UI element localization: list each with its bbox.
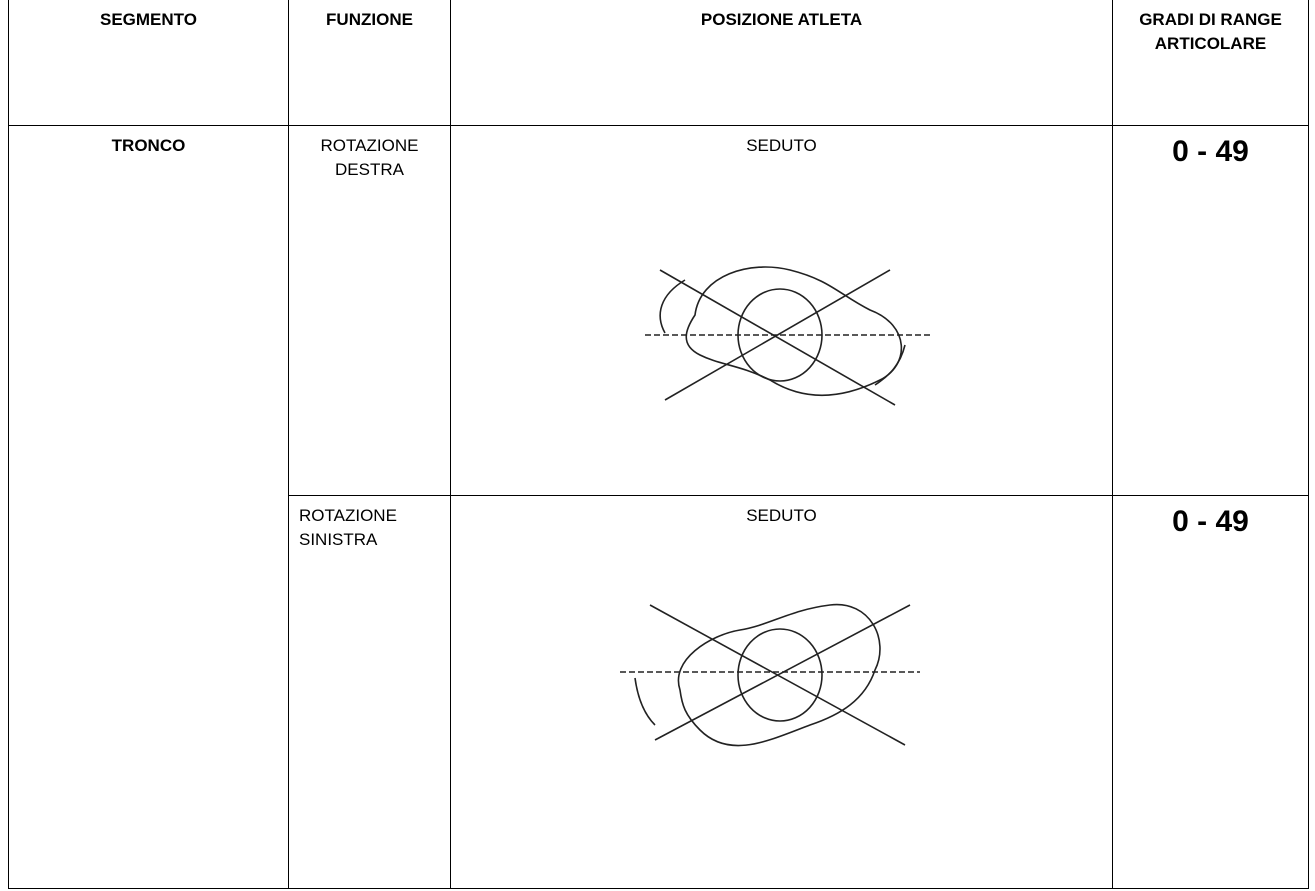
function-cell: ROTAZIONE DESTRA bbox=[288, 125, 451, 496]
trunk-rotation-illustration bbox=[645, 266, 930, 406]
header-cell: POSIZIONE ATLETA bbox=[450, 0, 1113, 126]
range-cell: 0 - 49 bbox=[1112, 495, 1309, 889]
trunk-rotation-illustration bbox=[620, 603, 920, 747]
header-cell: FUNZIONE bbox=[288, 0, 451, 126]
header-cell: GRADI DI RANGE ARTICOLARE bbox=[1112, 0, 1309, 126]
range-cell: 0 - 49 bbox=[1112, 125, 1309, 496]
header-cell: SEGMENTO bbox=[8, 0, 289, 126]
function-cell: ROTAZIONE SINISTRA bbox=[288, 495, 451, 889]
segment-cell: TRONCO bbox=[8, 125, 289, 889]
